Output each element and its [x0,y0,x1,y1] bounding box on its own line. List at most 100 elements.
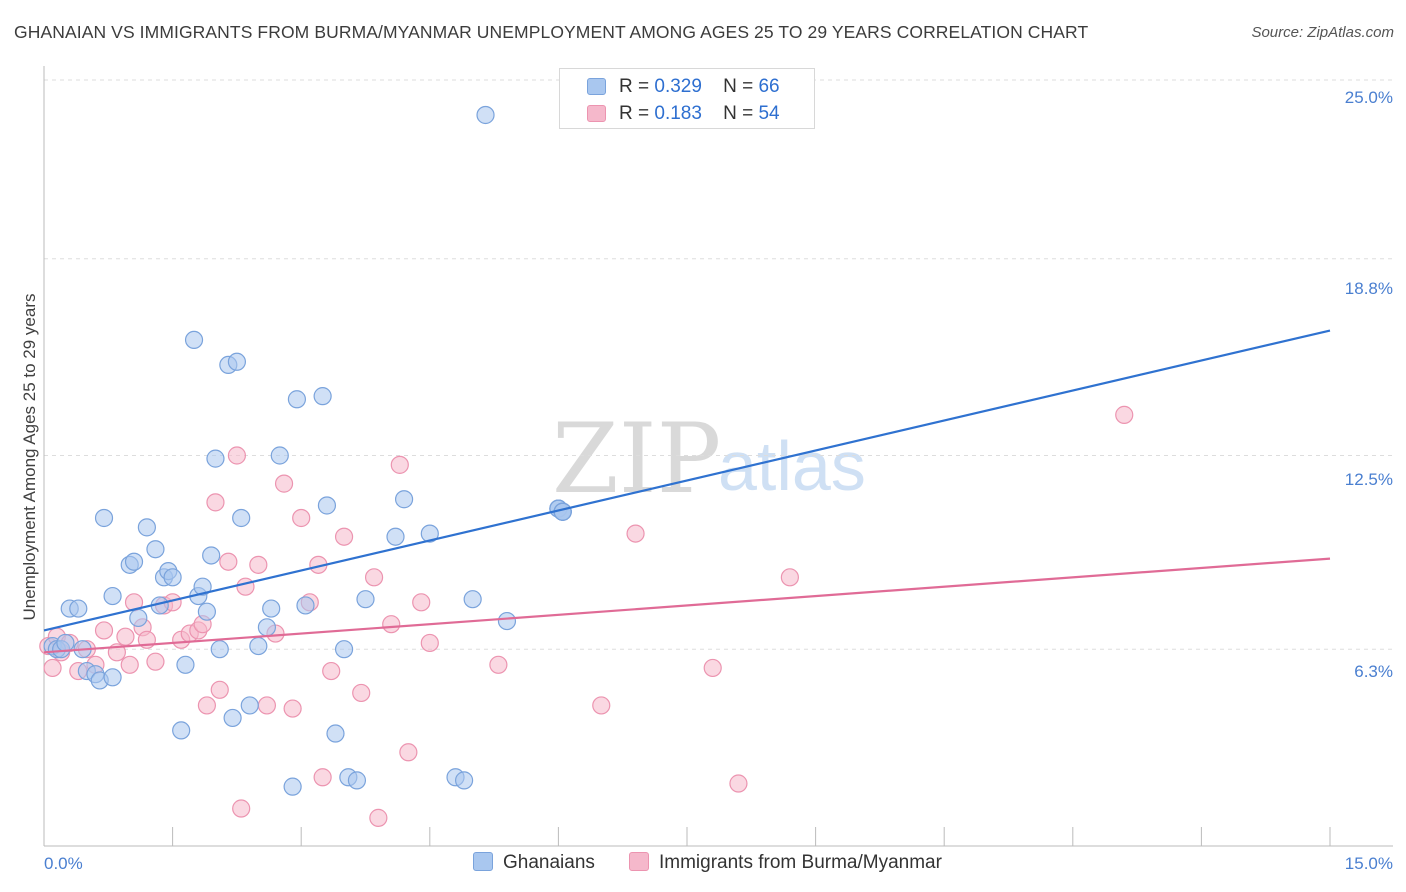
data-point [334,640,354,659]
bottom-legend-swatch-pink [629,852,649,871]
data-point [386,527,405,546]
data-point [334,527,354,546]
series-burma-points [39,405,1134,827]
data-point [124,552,144,571]
trend-line-ghanaians [43,329,1331,632]
data-point [219,552,238,571]
trend-line-burma [43,557,1331,654]
data-point [703,658,722,678]
data-point [43,658,62,678]
r-value: 0.329 [654,76,702,97]
data-point [489,655,508,674]
data-point [352,683,371,703]
data-point [382,615,401,634]
data-point [399,743,418,762]
data-point [120,655,139,674]
data-point [296,596,315,615]
data-point [146,652,165,671]
gridlines [44,79,1393,650]
data-point [262,599,281,618]
data-point [292,508,311,528]
bottom-legend-label: Immigrants from Burma/Myanmar [659,852,942,873]
y-axis-tick-labels: 25.0% 18.8% 12.5% 6.3% [1345,88,1393,681]
data-point [476,105,495,125]
data-point [420,633,439,653]
data-point [394,490,414,509]
y-tick-label: 18.8% [1345,279,1393,298]
data-point [56,633,75,653]
data-point [364,568,384,587]
legend-swatch-blue [587,78,606,95]
legend-text: R = 0.329 N = 66 [619,76,780,98]
data-point [283,699,302,718]
source-credit: Source: ZipAtlas.com [1251,24,1394,41]
data-point [206,493,225,512]
data-point [1115,405,1134,424]
r-label: R = [619,103,650,124]
x-tick-label-max: 15.0% [1345,854,1393,873]
data-point [236,577,255,596]
data-point [257,696,277,715]
data-point [210,680,229,699]
data-point [137,518,156,537]
data-point [257,618,277,637]
data-point [227,352,246,371]
bottom-legend-label: Ghanaians [503,852,595,873]
data-point [626,524,645,543]
data-point [94,508,114,528]
data-point [227,446,246,465]
bottom-legend-ghanaians: Ghanaians [473,852,595,874]
data-point [780,568,799,587]
data-point [274,474,294,493]
data-point [463,590,482,609]
data-point [202,546,221,565]
data-point [592,696,611,715]
watermark-zip: ZIP [552,403,721,515]
data-point [223,708,242,728]
data-point [163,568,182,587]
data-point [193,577,212,596]
data-point [94,621,114,640]
data-point [210,640,229,659]
chart-title: GHANAIAN VS IMMIGRANTS FROM BURMA/MYANMA… [14,22,1089,42]
data-point [206,449,225,468]
correlation-legend: R = 0.329 N = 66 R = 0.183 N = 54 [559,68,815,129]
y-tick-label: 25.0% [1345,88,1393,107]
data-point [287,390,307,409]
data-point [129,608,148,628]
data-point [116,627,135,646]
legend-text: R = 0.183 N = 54 [619,103,780,125]
data-point [283,777,302,796]
data-point [249,636,268,656]
data-point [420,524,439,543]
y-axis-label: Unemployment Among Ages 25 to 29 years [20,294,39,621]
data-point [270,446,289,465]
data-point [103,668,122,687]
data-point [497,611,517,631]
data-point [356,590,375,609]
data-point [240,696,259,715]
data-point [729,774,748,793]
x-tick-label-min: 0.0% [44,854,83,873]
data-point [172,721,191,740]
data-point [146,540,165,559]
n-label: N = [723,103,754,124]
y-tick-label: 6.3% [1354,662,1393,681]
data-point [412,593,431,612]
bottom-legend-burma: Immigrants from Burma/Myanmar [629,852,942,874]
r-label: R = [619,76,650,97]
data-point [232,508,251,528]
r-value: 0.183 [654,103,702,124]
series-ghanaians-points [43,105,572,796]
data-point [103,586,122,606]
y-tick-label: 12.5% [1345,470,1393,489]
data-point [369,808,388,827]
data-point [454,771,474,790]
data-point [313,387,332,406]
data-point [197,602,216,621]
data-point [197,696,216,715]
bottom-legend-swatch-blue [473,852,493,871]
data-point [313,768,332,787]
data-point [347,771,367,790]
